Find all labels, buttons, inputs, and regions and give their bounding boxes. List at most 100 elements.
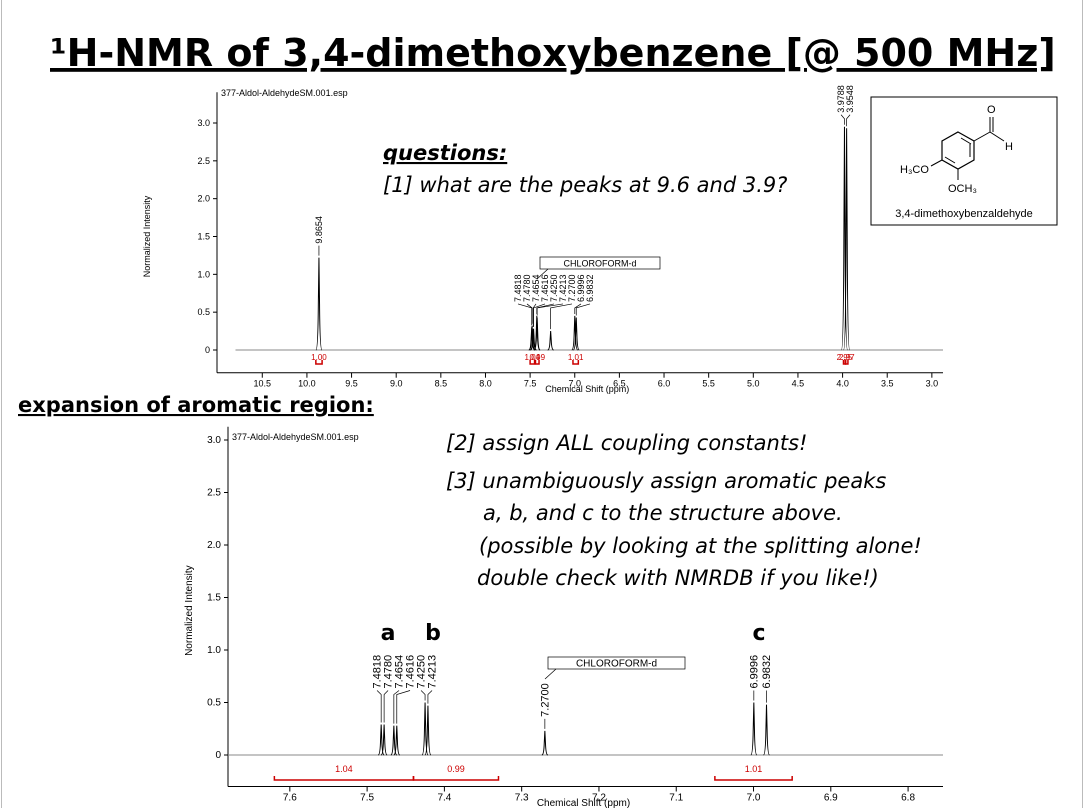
- y-tick-label: 3.0: [197, 118, 210, 128]
- integral-bracket: [534, 360, 540, 365]
- x-tick-label: 7.2: [592, 793, 606, 804]
- group-label: H₃CO: [900, 164, 929, 176]
- bond: [930, 159, 943, 167]
- peak-label: 3.9548: [845, 85, 855, 113]
- y-tick-label: 0: [215, 750, 221, 761]
- file-label: 377-Aldol-AldehydeSM.001.esp: [221, 88, 348, 98]
- integral-label: 1.00: [311, 353, 327, 362]
- peak-label: 7.4213: [558, 274, 568, 302]
- x-tick-label: 3.5: [881, 379, 894, 389]
- peak-leader: [376, 690, 382, 723]
- peak-label: 3.9788: [836, 85, 846, 113]
- y-tick-label: 2.5: [207, 488, 221, 499]
- integral-label: 1.04: [525, 353, 541, 362]
- section-heading: expansion of aromatic region:: [18, 393, 374, 417]
- question: [1] what are the peaks at 9.6 and 3.9?: [383, 173, 787, 197]
- integral-label: 0.99: [529, 353, 545, 362]
- y-tick-label: 1.5: [207, 593, 221, 604]
- integral-label: 1.01: [745, 764, 763, 774]
- peak-label: 7.4654: [394, 655, 406, 689]
- x-tick-label: 9.5: [345, 379, 358, 389]
- peak-label: 7.4616: [540, 274, 550, 302]
- bond: [989, 131, 1005, 142]
- peak-label: 9.8654: [314, 216, 324, 244]
- peak-label: 7.4654: [531, 274, 541, 302]
- peak-leader: [536, 303, 564, 316]
- peak-label: 7.4616: [405, 655, 417, 689]
- compound-name: 3,4-dimethoxybenzaldehyde: [895, 208, 1033, 220]
- task: (possible by looking at the splitting al…: [479, 534, 922, 558]
- peak-label: 6.9832: [585, 274, 595, 302]
- task: [3] unambiguously assign aromatic peaks: [446, 469, 886, 493]
- x-tick-label: 9.0: [390, 379, 403, 389]
- task: a, b, and c to the structure above.: [483, 501, 843, 525]
- x-tick-label: 4.5: [792, 379, 805, 389]
- y-tick-label: 0.5: [197, 307, 210, 317]
- peak: [390, 725, 398, 756]
- y-tick-label: 1.5: [197, 232, 210, 242]
- x-tick-label: 6.8: [901, 793, 915, 804]
- y-tick-label: 0: [205, 345, 210, 355]
- y-tick-label: 2.5: [197, 156, 210, 166]
- peak-label: 7.4250: [416, 655, 428, 689]
- peak: [533, 317, 541, 351]
- peak-leader: [383, 690, 389, 723]
- integral-bracket: [572, 360, 580, 365]
- peak-leader: [840, 114, 845, 125]
- structure-box: [870, 96, 1058, 226]
- peak-leader: [420, 690, 426, 701]
- x-tick-label: 5.5: [702, 379, 715, 389]
- annotation: CHLOROFORM-d: [563, 259, 636, 269]
- file-label: 377-Aldol-AldehydeSM.001.esp: [232, 432, 359, 442]
- slide-title: ¹H-NMR of 3,4-dimethoxybenzene [@ 500 MH…: [50, 31, 1056, 75]
- peak: [571, 315, 579, 351]
- integral-bracket: [714, 776, 793, 781]
- x-tick-label: 7.5: [360, 793, 374, 804]
- annotation-box: [539, 256, 661, 270]
- x-tick-label: 7.6: [283, 793, 297, 804]
- y-tick-label: 2.0: [207, 540, 221, 551]
- peak-label: 7.2700: [540, 683, 552, 717]
- x-tick-label: 10.0: [298, 379, 316, 389]
- assignment-label: b: [425, 621, 441, 646]
- integral-bracket: [844, 360, 849, 365]
- integral-label: 0.99: [447, 764, 465, 774]
- bond: [960, 137, 972, 145]
- x-tick-label: 4.0: [836, 379, 849, 389]
- spectrum-chart: 377-Aldol-AldehydeSM.001.esp 0 0.5 1.0 1.5 2.…: [184, 426, 943, 808]
- x-tick-label: 7.5: [524, 379, 537, 389]
- x-tick-label: 7.3: [515, 793, 529, 804]
- annotation-box: [547, 656, 686, 670]
- integral-label: 2.95: [837, 353, 853, 362]
- x-tick-label: 6.0: [658, 379, 671, 389]
- annotation: CHLOROFORM-d: [576, 659, 657, 670]
- peak-label: 7.4250: [549, 274, 559, 302]
- peak-leader: [393, 690, 400, 724]
- peak-leader: [550, 303, 573, 330]
- peak-leader: [517, 303, 533, 326]
- peak: [763, 704, 771, 756]
- annotation-leader: [544, 668, 557, 680]
- peak: [843, 128, 851, 351]
- peak-leader: [533, 303, 546, 327]
- peak-label: 7.4780: [383, 655, 395, 689]
- peak-label: 7.4780: [522, 274, 532, 302]
- peak: [750, 702, 758, 756]
- y-tick-label: 1.0: [207, 645, 221, 656]
- structure: O H H₃CO OCH₃ 3,4-dimethoxybenzaldehyde: [870, 96, 1058, 226]
- x-tick-label: 5.0: [747, 379, 760, 389]
- atom-label: H: [1005, 141, 1013, 153]
- spectrum-chart: 377-Aldol-AldehydeSM.001.esp 0 0.5 1.0 1.5 2.…: [142, 85, 943, 394]
- integral-label: 2.97: [839, 353, 855, 362]
- peak: [547, 331, 554, 351]
- y-axis-label: Normalized Intensity: [184, 565, 195, 656]
- peak: [393, 725, 401, 756]
- peak-label: 7.4213: [427, 655, 439, 689]
- integral-bracket: [529, 360, 536, 365]
- task: [2] assign ALL coupling constants!: [446, 431, 807, 455]
- peak: [840, 126, 848, 351]
- peak-label: 6.9996: [576, 274, 586, 302]
- bond: [944, 156, 956, 164]
- peak-leader: [526, 303, 533, 324]
